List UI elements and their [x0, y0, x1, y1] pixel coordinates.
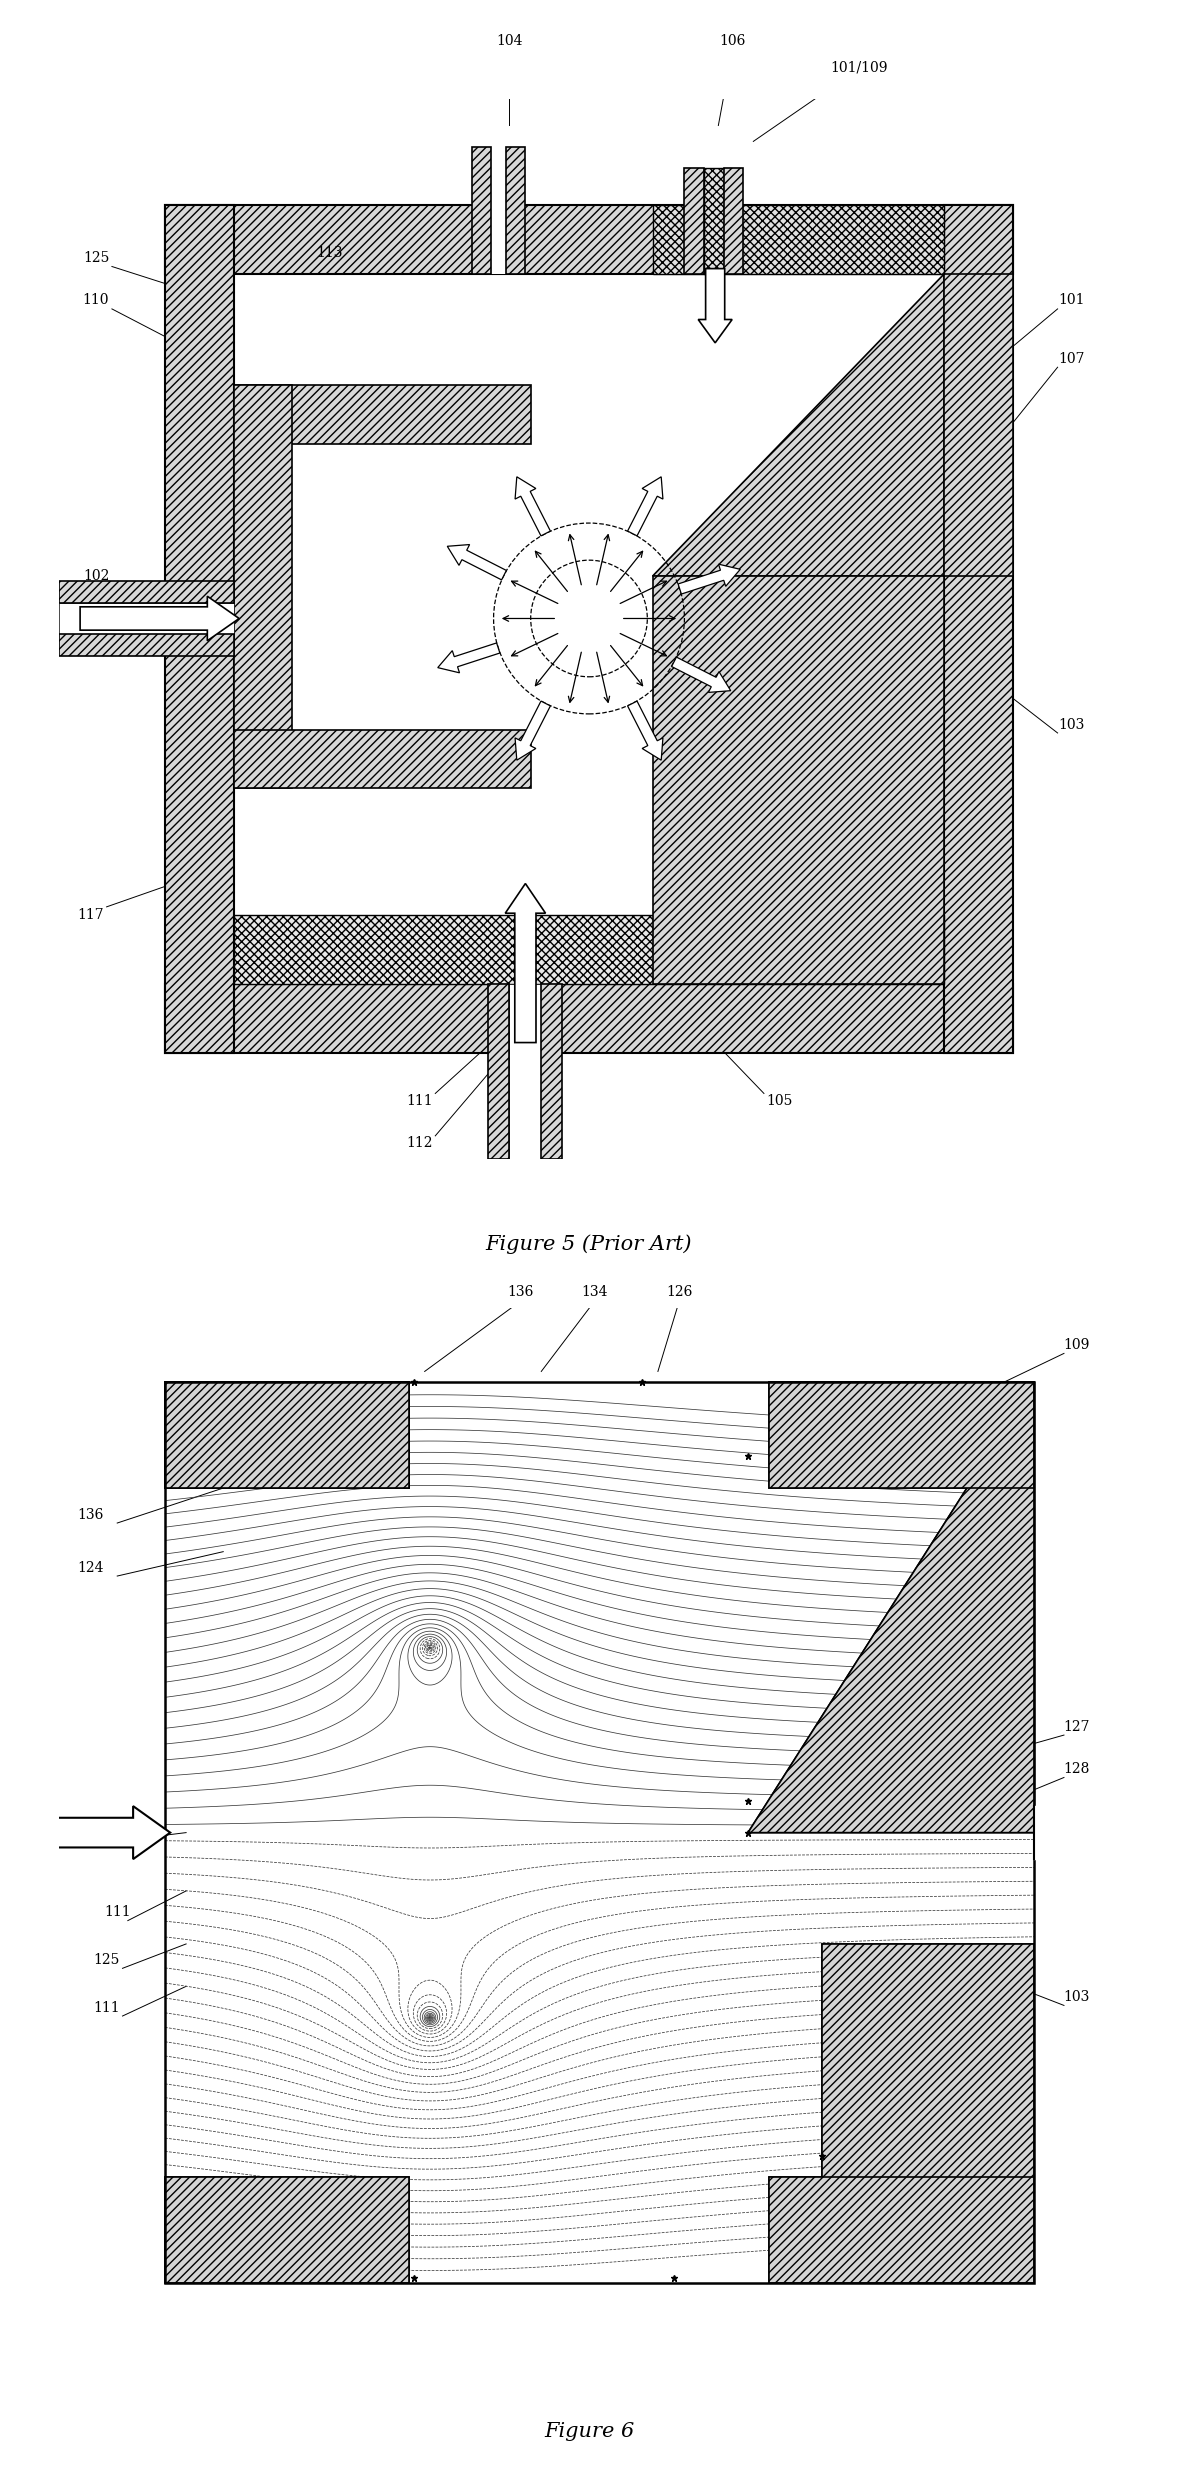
Text: Figure 5 (Prior Art): Figure 5 (Prior Art) — [485, 1234, 693, 1253]
Text: 107: 107 — [1058, 353, 1085, 365]
Bar — [769, 2178, 1034, 2282]
Text: 117: 117 — [78, 908, 104, 923]
Text: 127: 127 — [1064, 1719, 1090, 1734]
Bar — [945, 205, 1013, 1053]
Text: 104: 104 — [496, 35, 523, 47]
Polygon shape — [653, 577, 945, 984]
FancyArrow shape — [438, 644, 499, 673]
Bar — [165, 1382, 1034, 2282]
Bar — [769, 1382, 1034, 1488]
Polygon shape — [653, 274, 945, 577]
Text: 134: 134 — [581, 1285, 608, 1300]
FancyArrow shape — [38, 1806, 170, 1860]
FancyArrow shape — [515, 476, 550, 535]
Text: Figure 6: Figure 6 — [544, 2423, 634, 2442]
Bar — [684, 168, 703, 274]
FancyArrow shape — [671, 656, 730, 693]
Bar — [769, 2178, 1034, 2282]
Text: 112: 112 — [406, 1137, 432, 1150]
Text: 111: 111 — [406, 1093, 432, 1108]
Text: 103: 103 — [1058, 718, 1085, 733]
Text: 102: 102 — [78, 1826, 104, 1840]
Bar — [165, 205, 233, 1053]
Bar — [233, 385, 530, 444]
Bar — [233, 274, 944, 984]
Bar — [723, 168, 743, 274]
Bar — [165, 1382, 409, 1488]
Bar — [165, 2178, 409, 2282]
Bar — [165, 1382, 409, 1488]
Polygon shape — [748, 1382, 1034, 1833]
Bar — [59, 602, 233, 634]
FancyArrow shape — [699, 269, 733, 343]
Polygon shape — [748, 1382, 1034, 1833]
Text: 101: 101 — [1058, 294, 1085, 308]
Text: 103: 103 — [1064, 1991, 1090, 2003]
Text: 136: 136 — [507, 1285, 534, 1300]
Bar — [822, 1944, 1034, 2282]
Bar — [165, 984, 1013, 1053]
Text: 111: 111 — [104, 1905, 131, 1919]
Text: 102: 102 — [82, 570, 110, 582]
Text: 136: 136 — [78, 1507, 104, 1522]
Bar — [165, 2178, 409, 2282]
FancyArrow shape — [80, 597, 239, 641]
Bar — [703, 168, 723, 274]
Bar — [507, 146, 525, 274]
Bar — [165, 1382, 409, 1488]
Text: 126: 126 — [666, 1285, 693, 1300]
Text: 111: 111 — [93, 2001, 120, 2016]
Bar — [945, 274, 1013, 577]
Text: 113: 113 — [316, 247, 343, 259]
Text: 101/109: 101/109 — [830, 59, 888, 74]
Bar — [233, 730, 530, 787]
FancyArrow shape — [679, 565, 740, 595]
Bar — [233, 385, 292, 787]
Bar — [822, 1944, 1034, 2282]
Text: 125: 125 — [93, 1954, 120, 1966]
Bar — [489, 984, 510, 1159]
Bar — [59, 634, 233, 656]
Bar — [653, 205, 944, 274]
Bar — [233, 915, 944, 984]
Bar — [542, 984, 563, 1159]
FancyArrow shape — [448, 545, 507, 580]
Bar — [769, 1382, 1034, 1488]
Text: 128: 128 — [1064, 1761, 1090, 1776]
Bar — [292, 444, 531, 730]
Bar — [491, 146, 507, 274]
FancyArrow shape — [505, 883, 545, 1044]
Text: 105: 105 — [873, 2033, 899, 2045]
Bar — [472, 146, 491, 274]
Bar — [59, 582, 233, 602]
FancyArrow shape — [515, 701, 550, 760]
FancyArrow shape — [628, 476, 663, 535]
Text: 105: 105 — [767, 1093, 793, 1108]
FancyArrow shape — [628, 701, 663, 760]
Text: 124: 124 — [78, 1562, 104, 1574]
Text: 109: 109 — [1064, 1337, 1090, 1352]
Text: 106: 106 — [719, 35, 746, 47]
Bar — [653, 577, 944, 984]
Bar — [165, 205, 1013, 274]
Text: 125: 125 — [82, 252, 110, 264]
Text: 110: 110 — [82, 294, 110, 308]
Bar — [509, 984, 541, 1159]
